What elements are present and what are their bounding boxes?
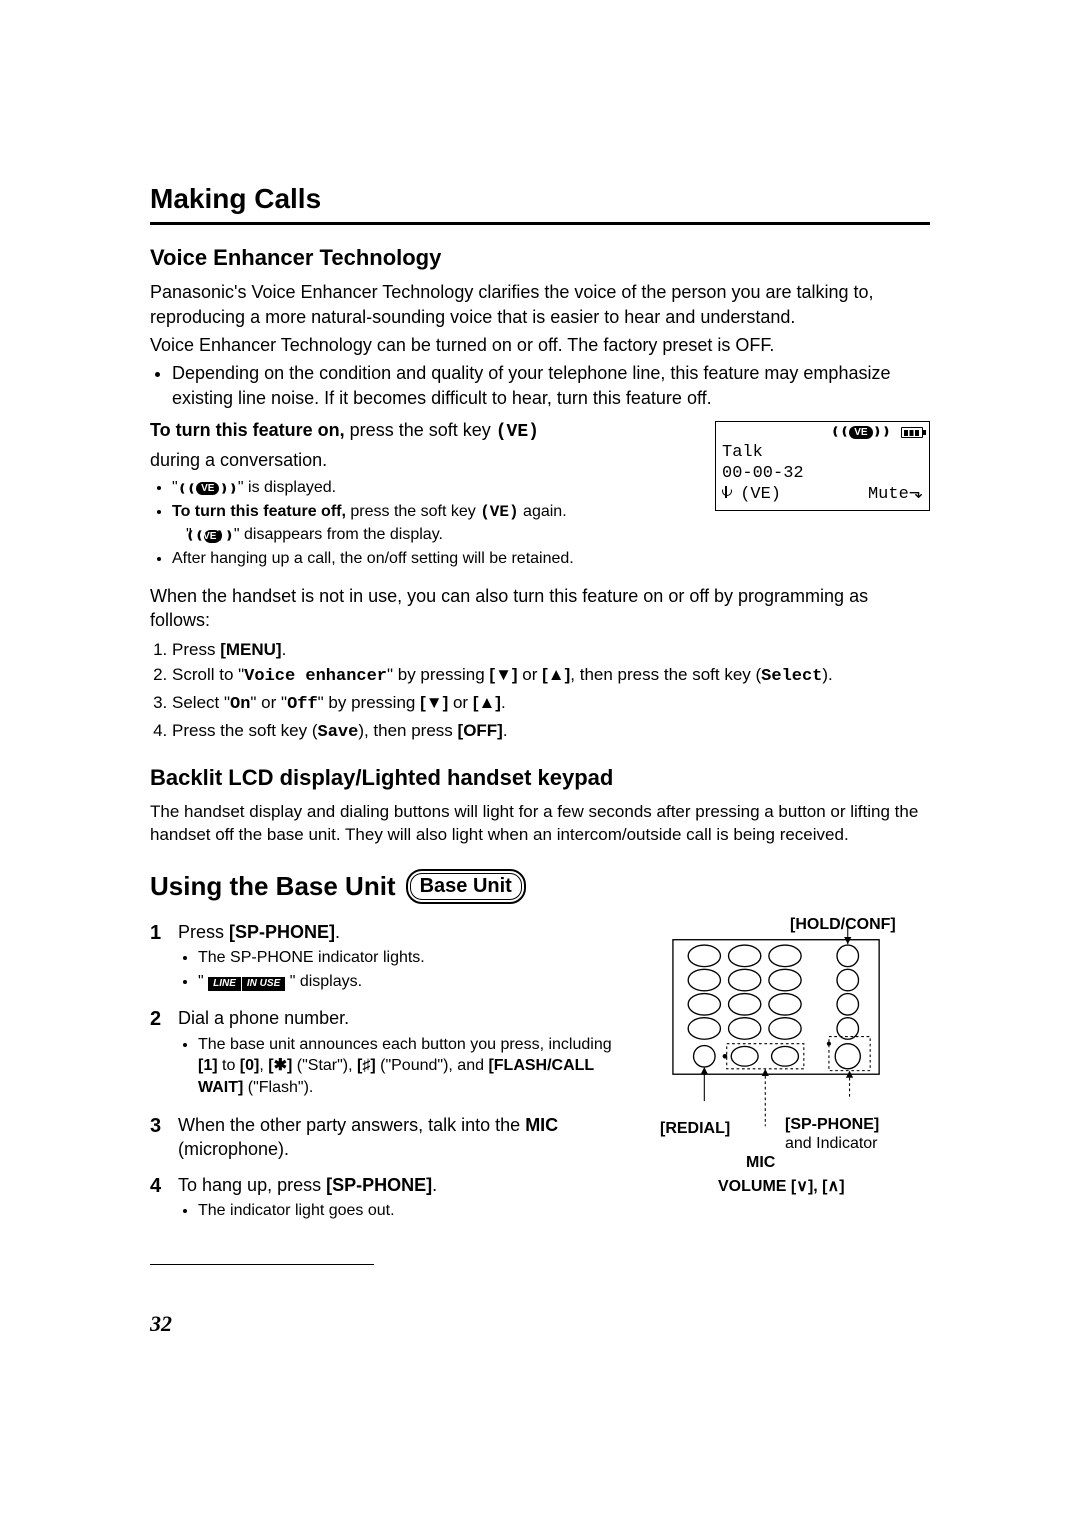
line-badge: LINE xyxy=(208,977,241,991)
ve-pill-icon: VE xyxy=(196,482,219,495)
turn-on-line: To turn this feature on, press the soft … xyxy=(150,418,697,444)
step4-sub: The indicator light goes out. xyxy=(198,1200,616,1222)
turn-on-text: press the soft key xyxy=(345,420,496,440)
voice-enhancer-heading: Voice Enhancer Technology xyxy=(150,243,930,273)
mic-label: MIC xyxy=(746,1152,775,1174)
turn-on-label: To turn this feature on, xyxy=(150,420,345,440)
base-unit-badge: Base Unit xyxy=(406,869,526,904)
ve-disappears-text: " disappears from the display. xyxy=(234,526,443,543)
ve-retain: After hanging up a call, the on/off sett… xyxy=(172,548,697,570)
step1-sub2: " LINEIN USE " displays. xyxy=(198,971,616,993)
lcd-bottom-right: Mute⬎ xyxy=(868,484,923,505)
ve-step-2: Scroll to "Voice enhancer" by pressing [… xyxy=(172,664,930,689)
battery-icon xyxy=(901,427,923,438)
antenna-icon xyxy=(722,486,730,498)
ve-displayed-item: "❪❪VE❫❫" is displayed. xyxy=(172,477,697,499)
using-heading: Using the Base Unit xyxy=(150,869,396,904)
step-3: 3 When the other party answers, talk int… xyxy=(150,1113,616,1162)
ve-sound-icon: ❪❪VE❫❫ xyxy=(178,482,238,497)
step-num-3: 3 xyxy=(150,1113,168,1162)
step2-sub: The base unit announces each button you … xyxy=(198,1034,616,1099)
ve-step-1: Press [MENU]. xyxy=(172,639,930,662)
page-title: Making Calls xyxy=(150,180,930,225)
keypad-diagram: [HOLD/CONF] [REDIAL] [SP-PHONE] and Indi… xyxy=(640,920,930,1186)
turn-on-key: (VE) xyxy=(496,422,539,442)
step-1: 1 Press [SP-PHONE]. The SP-PHONE indicat… xyxy=(150,920,616,994)
ve-step-3: Select "On" or "Off" by pressing [▼] or … xyxy=(172,692,930,717)
ve-intro-1: Panasonic's Voice Enhancer Technology cl… xyxy=(150,280,930,329)
lcd-ve-icon: ❪❪VE❫❫ xyxy=(831,426,891,440)
step-num-1: 1 xyxy=(150,920,168,994)
backlit-heading: Backlit LCD display/Lighted handset keyp… xyxy=(150,763,930,793)
ve-pill-icon-2: VE xyxy=(204,530,221,543)
redial-label: [REDIAL] xyxy=(660,1118,730,1140)
lcd-line1: Talk xyxy=(722,442,923,463)
turn-off-item: To turn this feature off, press the soft… xyxy=(172,501,697,545)
inuse-badge: IN USE xyxy=(241,977,285,991)
ve-intro-2: Voice Enhancer Technology can be turned … xyxy=(150,333,930,357)
step1-sub1: The SP-PHONE indicator lights. xyxy=(198,947,616,969)
turn-off-again: again. xyxy=(519,503,567,520)
ve-displayed-text: " is displayed. xyxy=(238,479,336,496)
turn-off-key: (VE) xyxy=(480,503,518,521)
page-number: 32 xyxy=(150,1309,616,1339)
sp-phone-label: [SP-PHONE] xyxy=(785,1115,879,1134)
lcd-display: ❪❪VE❫❫ Talk 00-00-32 (VE) Mute⬎ xyxy=(715,421,930,511)
ve-not-in-use: When the handset is not in use, you can … xyxy=(150,584,930,633)
step-2: 2 Dial a phone number. The base unit ann… xyxy=(150,1006,616,1100)
step-num-2: 2 xyxy=(150,1006,168,1100)
backlit-text: The handset display and dialing buttons … xyxy=(150,801,930,847)
lcd-bottom-left: (VE) xyxy=(722,484,781,505)
turn-off-label: To turn this feature off, xyxy=(172,503,346,520)
turn-on-cont: during a conversation. xyxy=(150,448,697,472)
ve-step-4: Press the soft key (Save), then press [O… xyxy=(172,720,930,745)
step-num-4: 4 xyxy=(150,1173,168,1224)
ve-sound-icon-2: ❪❪VE❫❫ xyxy=(192,529,234,544)
hold-conf-label: [HOLD/CONF] xyxy=(790,914,896,936)
ve-warning: Depending on the condition and quality o… xyxy=(172,361,930,410)
lcd-line2: 00-00-32 xyxy=(722,463,923,484)
divider xyxy=(150,1264,374,1265)
indicator-label: and Indicator xyxy=(785,1134,879,1153)
volume-label: VOLUME [∨], [∧] xyxy=(718,1176,845,1198)
step-4: 4 To hang up, press [SP-PHONE]. The indi… xyxy=(150,1173,616,1224)
turn-off-text: press the soft key xyxy=(346,503,480,520)
